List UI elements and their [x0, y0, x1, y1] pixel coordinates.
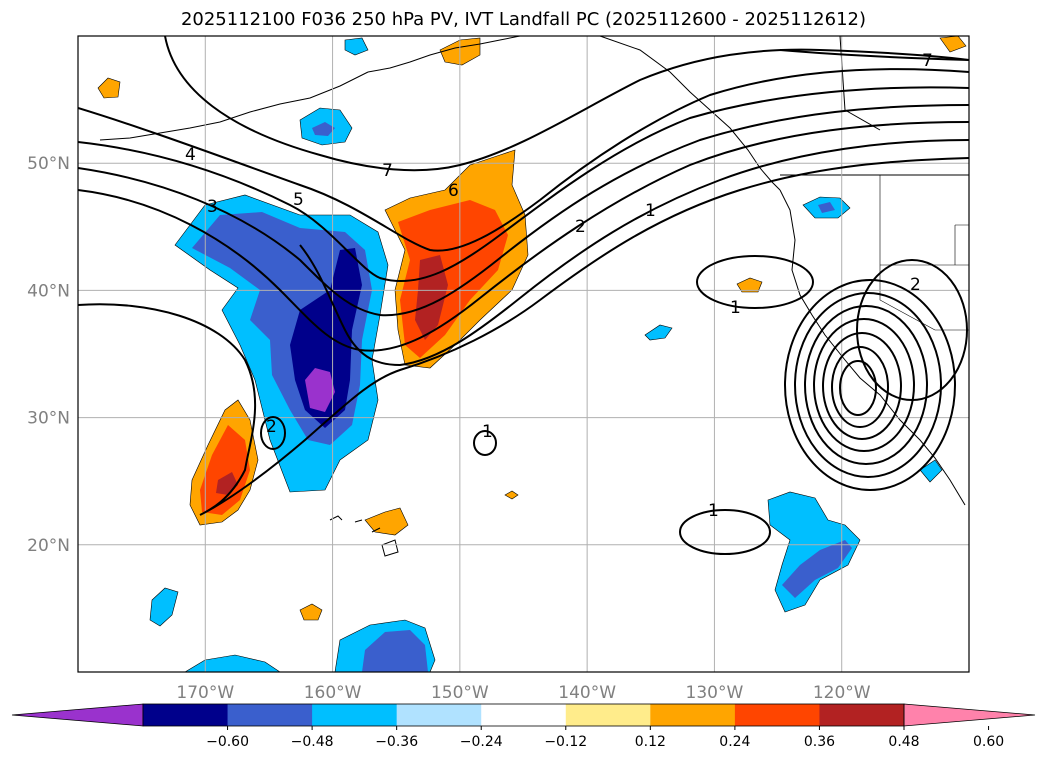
colorbar-frame — [142, 703, 905, 727]
contour-line-4 — [78, 104, 969, 317]
contour-label: 7 — [382, 161, 393, 181]
alaska-coastline — [99, 36, 521, 141]
contour-label: 1 — [708, 501, 719, 521]
pv-negative-blob-north-inner — [312, 122, 335, 136]
colorbar: −0.60 −0.48 −0.36 −0.24 −0.12 0.12 0.24 0.36 0.4… — [11, 703, 1036, 750]
pv-negative-blob-southeast-inner — [782, 540, 852, 598]
lon-tick-label: 140°W — [558, 683, 616, 703]
contour-line-5 — [78, 86, 969, 283]
contour-loop-hawaii — [473, 430, 497, 456]
contour-label: 4 — [185, 145, 196, 165]
contour-label: 2 — [575, 217, 586, 237]
us-west-coastline — [779, 189, 966, 506]
colorbar-tick-label: −0.48 — [291, 734, 334, 750]
lat-tick-label: 40°N — [27, 281, 70, 301]
colorbar-tick-label: −0.60 — [206, 734, 249, 750]
pv-negative-region-west-peak — [305, 368, 335, 412]
contour-label: 1 — [645, 201, 656, 221]
hawaiian-islands — [329, 515, 399, 557]
pv-negative-blob-california-inner — [818, 202, 835, 213]
colorbar-tick-label: 0.24 — [719, 734, 750, 750]
contour-label: 3 — [207, 197, 218, 217]
colorbar-segment — [650, 704, 736, 726]
pv-negative-blob-top — [344, 37, 369, 56]
pv-positive-blob-northeast — [939, 36, 967, 53]
colorbar-segment — [227, 704, 313, 726]
contour-label: 1 — [482, 422, 493, 442]
axis-tick-labels: 170°W 160°W 150°W 140°W 130°W 120°W 20°N 30°N 40… — [27, 154, 871, 703]
lat-tick-label: 50°N — [27, 154, 70, 174]
contour-line-1 — [78, 157, 969, 516]
colorbar-tick-label: 0.48 — [888, 734, 919, 750]
lon-tick-label: 150°W — [431, 683, 489, 703]
colorbar-segment — [481, 704, 567, 726]
pv-negative-blob-south-center-inner — [362, 630, 428, 672]
contour-loop-east-pacific — [696, 255, 814, 309]
lon-tick-label: 120°W — [813, 683, 871, 703]
contour-label: 7 — [922, 51, 933, 71]
colorbar-segment — [396, 704, 482, 726]
contour-label: 2 — [266, 417, 277, 437]
colorbar-tick-label: −0.24 — [460, 734, 503, 750]
contour-line-7-north — [164, 36, 969, 172]
lon-tick-label: 170°W — [176, 683, 234, 703]
contour-label: 1 — [730, 298, 741, 318]
lat-tick-label: 30°N — [27, 409, 70, 429]
contour-loop-south-pacific — [679, 509, 771, 555]
state-borders — [879, 175, 969, 331]
contour-loop-southwest — [260, 416, 286, 450]
map-title: 2025112100 F036 250 hPa PV, IVT Landfall… — [180, 9, 867, 30]
contour-labels: 7 6 5 4 3 2 1 1 1 1 2 7 2 — [185, 51, 933, 521]
gridlines — [78, 36, 969, 672]
pv-negative-blob-baja — [919, 459, 943, 483]
colorbar-extend-max — [903, 703, 1036, 727]
pv-positive-blob-far-west — [97, 77, 121, 99]
contour-line-2 — [299, 139, 969, 367]
pv-positive-region-central-core — [415, 255, 448, 340]
lon-tick-label: 130°W — [686, 683, 744, 703]
map-frame — [77, 35, 970, 673]
pv-negative-blob-far-south — [184, 654, 281, 672]
pv-positive-blob-south — [299, 603, 323, 621]
colorbar-tick-label: 0.60 — [973, 734, 1004, 750]
contour-label: 6 — [448, 181, 459, 201]
contour-label: 2 — [910, 275, 921, 295]
pc-contours — [78, 36, 969, 555]
canada-coastline — [599, 36, 781, 191]
pv-positive-blob-small — [504, 490, 519, 500]
colorbar-segment — [312, 704, 398, 726]
colorbar-segment — [565, 704, 651, 726]
colorbar-tick-label: −0.12 — [544, 734, 587, 750]
colorbar-segment — [734, 704, 820, 726]
pv-negative-blob-southwest — [149, 587, 179, 627]
colorbar-extend-min — [11, 703, 144, 727]
pv-negative-blob-mid — [644, 324, 673, 341]
colorbar-tick-label: 0.12 — [635, 734, 666, 750]
lat-tick-label: 20°N — [27, 536, 70, 556]
contour-line-6 — [78, 68, 969, 252]
colorbar-segment — [143, 704, 229, 726]
contour-line-7-east — [779, 49, 969, 61]
colorbar-tick-label: −0.36 — [375, 734, 418, 750]
contour-label: 5 — [293, 190, 304, 210]
contour-nest-california — [784, 259, 968, 491]
map-background — [78, 36, 969, 672]
colorbar-tick-label: 0.36 — [804, 734, 835, 750]
colorbar-segment — [819, 704, 905, 726]
pv-positive-blob-hawaii — [364, 507, 409, 536]
lon-tick-label: 160°W — [304, 683, 362, 703]
contour-line-3 — [78, 121, 969, 352]
